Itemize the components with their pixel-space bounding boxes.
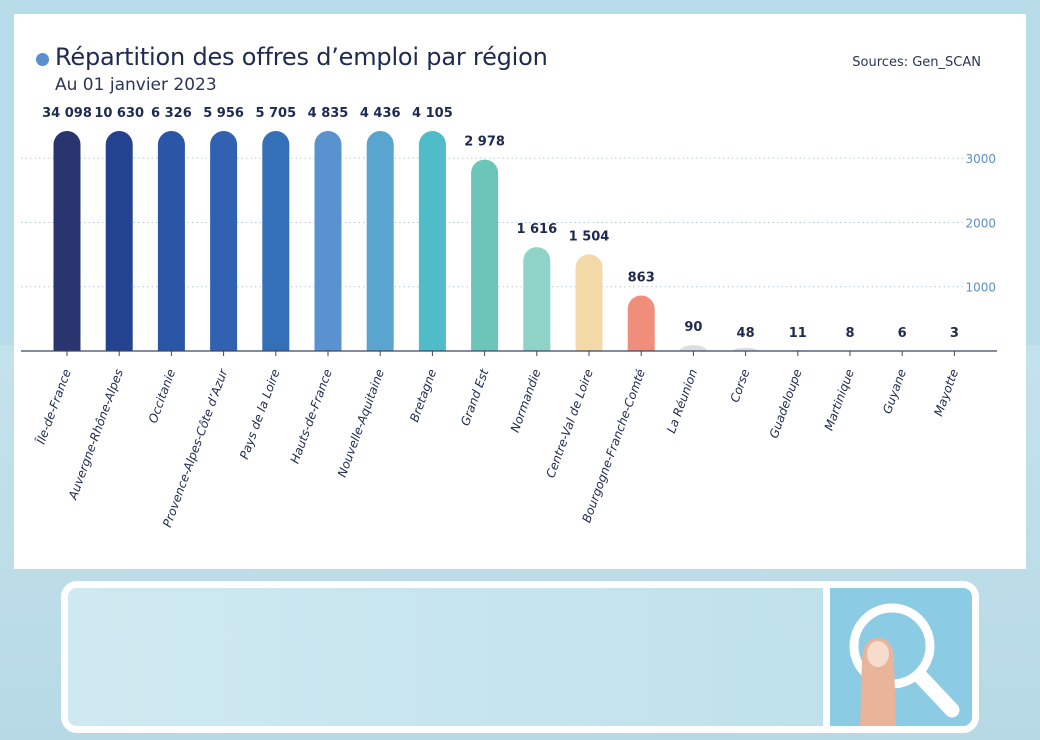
search-input[interactable]: [68, 588, 823, 726]
category-label: Auvergne-Rhône-Alpes: [65, 367, 126, 502]
grid-lines: 1000 2000 3000: [21, 152, 996, 295]
bar: [157, 131, 185, 351]
category-label: Guyane: [880, 367, 909, 415]
value-label: 48: [737, 326, 755, 341]
category-label: Nouvelle-Aquitaine: [335, 367, 387, 479]
magnifier-icon: [849, 603, 960, 726]
category-label: Guadeloupe: [767, 367, 805, 440]
value-label: 10 630: [94, 106, 144, 121]
category-label: Bourgogne-Franche-Comté: [579, 367, 648, 524]
search-button[interactable]: [830, 588, 972, 726]
category-label: La Réunion: [664, 367, 700, 435]
value-label: 4 105: [412, 106, 453, 121]
bar: [262, 131, 290, 351]
y-tick-label: 2000: [965, 216, 996, 230]
title-bullet-icon: [36, 53, 49, 66]
bar: [314, 131, 342, 351]
category-label: Bretagne: [407, 367, 439, 424]
category-label: Centre-Val de Loire: [543, 367, 595, 480]
value-label: 34 098: [42, 106, 92, 121]
category-label: Corse: [728, 367, 753, 404]
value-label: 6: [898, 326, 907, 341]
bar: [523, 247, 551, 351]
value-label: 11: [789, 326, 807, 341]
bar: [575, 254, 603, 351]
category-label: Île-de-France: [33, 367, 74, 446]
value-label: 2 978: [464, 135, 505, 150]
category-label: Hauts-de-France: [288, 367, 335, 465]
bar-chart: 1000 2000 3000 34 098 10 630 6 326 5 956 5 705…: [21, 106, 997, 529]
chart-source: Sources: Gen_SCAN: [852, 55, 981, 70]
chart-title: Répartition des offres d’emploi par régi…: [55, 43, 548, 71]
bar: [53, 131, 81, 351]
value-label: 6 326: [151, 106, 192, 121]
value-label: 8: [845, 326, 854, 341]
y-tick-label: 1000: [965, 281, 996, 295]
value-label: 1 616: [516, 222, 557, 237]
bar: [679, 345, 707, 351]
bar: [627, 295, 655, 351]
category-label: Occitanie: [146, 367, 178, 425]
chart-card: Répartition des offres d’emploi par régi…: [14, 14, 1026, 569]
bar: [732, 347, 760, 351]
search-bar[interactable]: [61, 581, 979, 733]
bar: [418, 131, 446, 351]
value-labels: 34 098 10 630 6 326 5 956 5 705 4 835 4 436 4 1…: [42, 106, 959, 341]
search-divider: [823, 588, 830, 726]
chart-subtitle: Au 01 janvier 2023: [55, 75, 217, 95]
category-label: Mayotte: [931, 367, 961, 418]
category-label: Martinique: [822, 367, 857, 432]
bar: [105, 131, 133, 351]
bar: [471, 159, 499, 351]
category-label: Normandie: [508, 367, 544, 434]
value-label: 3: [950, 326, 959, 341]
bars: [53, 131, 812, 351]
category-label: Pays de la Loire: [237, 367, 283, 461]
bar: [210, 131, 238, 351]
value-label: 5 956: [203, 106, 244, 121]
value-label: 5 705: [255, 106, 296, 121]
category-label: Grand Est: [458, 366, 492, 428]
value-label: 1 504: [569, 229, 610, 244]
value-label: 90: [684, 320, 702, 335]
y-tick-label: 3000: [965, 152, 996, 166]
value-label: 863: [628, 271, 655, 286]
value-label: 4 835: [308, 106, 349, 121]
value-label: 4 436: [360, 106, 401, 121]
bar: [366, 131, 394, 351]
